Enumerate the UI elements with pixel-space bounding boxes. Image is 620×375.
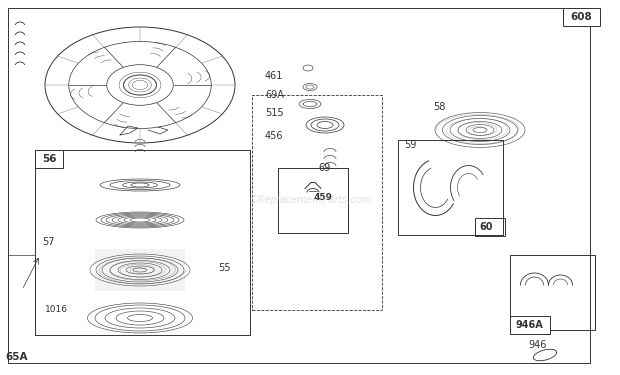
Bar: [35, 150, 63, 168]
Text: 946: 946: [528, 340, 546, 350]
Text: 946A: 946A: [515, 320, 542, 330]
Text: 459: 459: [314, 194, 333, 202]
Text: 55: 55: [218, 263, 231, 273]
Text: 59: 59: [404, 140, 417, 150]
Bar: [510, 255, 595, 330]
Bar: [278, 168, 348, 233]
Bar: [35, 150, 250, 335]
Text: 58: 58: [433, 102, 445, 112]
Text: 69A: 69A: [265, 90, 284, 100]
Text: ©ReplacementParts.com: ©ReplacementParts.com: [249, 195, 371, 205]
Text: 1016: 1016: [45, 306, 68, 315]
Bar: [252, 95, 382, 310]
Text: 608: 608: [570, 12, 592, 22]
Bar: [398, 140, 503, 235]
Bar: [475, 218, 505, 236]
Text: 461: 461: [265, 71, 283, 81]
Text: 60: 60: [479, 222, 492, 232]
Bar: [563, 8, 600, 26]
Text: 56: 56: [42, 154, 56, 164]
Bar: [510, 316, 550, 334]
Text: 515: 515: [265, 108, 283, 118]
Text: 69: 69: [318, 163, 330, 173]
Text: 65A: 65A: [5, 352, 27, 362]
Text: 57: 57: [42, 237, 55, 247]
Text: 456: 456: [265, 131, 283, 141]
